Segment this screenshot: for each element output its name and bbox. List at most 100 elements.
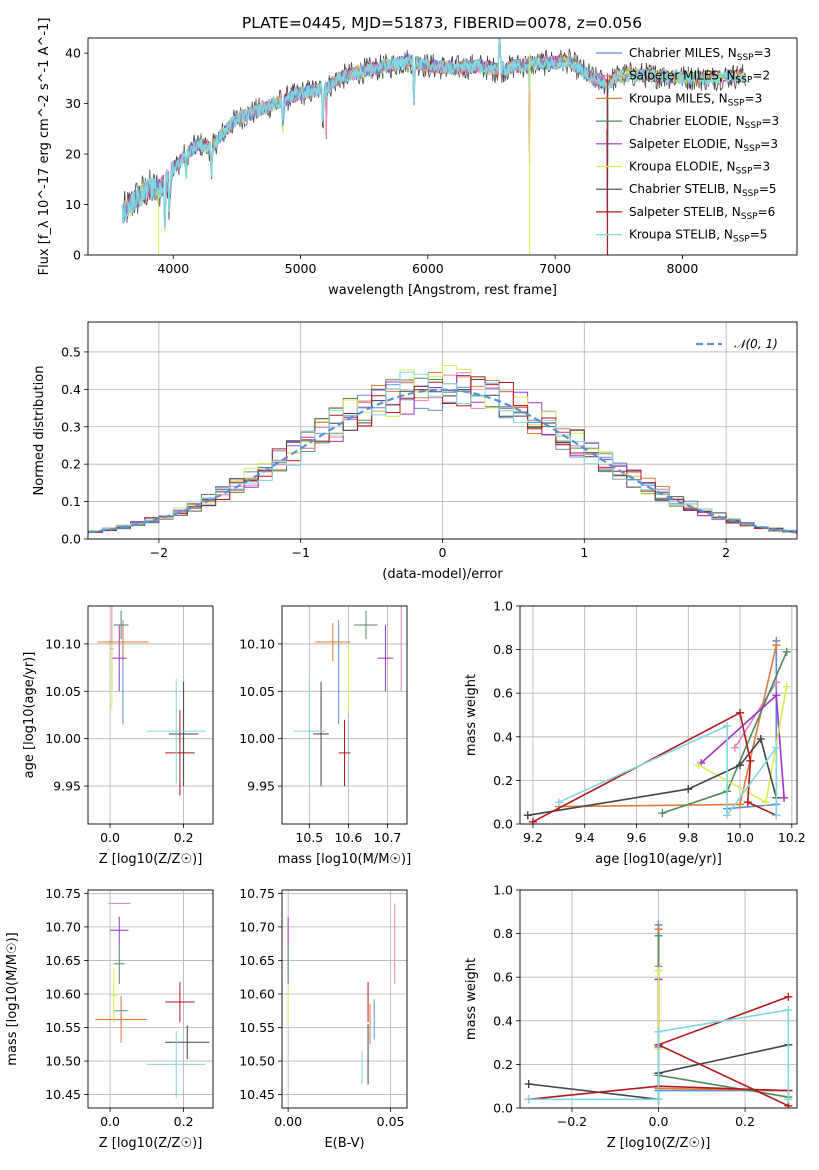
y-tick-label: 10.00: [239, 731, 275, 746]
panel-age_vs_mass: 10.5 10.6 10.7 9.95 10.00 10.05 10.10 mass [log…: [239, 605, 411, 867]
plot-area-mass_weight_vs_Z: [524, 920, 793, 1108]
y-tick-label: 10.05: [45, 684, 81, 699]
legend-subscript: SSP: [736, 167, 753, 177]
mass-weight-marker: [784, 1095, 793, 1104]
legend-entry: Salpeter STELIB, NSSP=6: [629, 205, 775, 222]
mass-weight-line: [657, 935, 789, 1098]
legend-entry: Kroupa ELODIE, NSSP=3: [629, 160, 770, 177]
legend-nssp: =3: [745, 91, 763, 105]
y-tick-label: 0.6: [493, 686, 513, 701]
mass-weight-marker: [772, 641, 781, 650]
y-tick-label: 1.0: [493, 883, 513, 898]
panel-spectrum: 4000 5000 6000 7000 8000 0 10 20 30 40 wavelength …: [37, 18, 798, 298]
legend-subscript: SSP: [741, 212, 758, 222]
x-tick-label: 5000: [285, 261, 317, 276]
x-tick-label: −1: [291, 545, 309, 560]
panel-mass_vs_Z: 0.0 0.2 10.45 10.50 10.55 10.60 10.65 10.70 10.7…: [5, 886, 214, 1151]
plot-area-mass_vs_Z: [95, 902, 210, 1098]
y-axis-label: mass weight: [464, 958, 479, 1040]
x-tick-label: 8000: [667, 261, 699, 276]
mass-weight-marker: [554, 798, 563, 807]
mass-weight-marker: [654, 966, 663, 975]
legend-model-name: Chabrier ELODIE, N: [629, 114, 745, 128]
x-tick-label: 0.0: [649, 1114, 669, 1129]
x-axis-label: age [log10(age/yr)]: [595, 852, 722, 867]
y-tick-label: 10: [65, 197, 81, 212]
mass-weight-marker: [658, 809, 667, 818]
x-tick-label: 10.7: [374, 830, 402, 845]
mass-weight-marker: [524, 1080, 533, 1089]
x-tick-label: 0.00: [274, 1114, 302, 1129]
mass-weight-marker: [784, 1005, 793, 1014]
y-tick-label: 10.70: [45, 919, 81, 934]
y-tick-label: 0.8: [493, 926, 513, 941]
x-tick-label: 9.6: [627, 830, 647, 845]
mass-weight-marker: [772, 811, 781, 820]
plot-area-mass_vs_EBV: [287, 903, 396, 1085]
plot-area-age_vs_mass: [293, 606, 402, 787]
legend-subscript: SSP: [742, 189, 759, 199]
legend-subscript: SSP: [745, 121, 762, 131]
legend-nssp: =5: [750, 228, 768, 242]
mass-weight-marker: [524, 1095, 533, 1104]
axes-frame: [87, 37, 798, 256]
legend-entry: Kroupa STELIB, NSSP=5: [629, 228, 767, 245]
legend-subscript: SSP: [733, 235, 750, 245]
x-axis-label: mass [log10(M/M☉)]: [278, 852, 411, 867]
y-tick-label: 9.95: [247, 779, 275, 794]
y-tick-label: 0.3: [61, 419, 81, 434]
y-tick-label: 10.05: [239, 684, 275, 699]
x-tick-label: 1: [580, 545, 588, 560]
mass-weight-marker: [654, 1095, 663, 1104]
mass-weight-line: [657, 924, 789, 1092]
plot-area-age_vs_Z: [97, 606, 206, 796]
x-tick-label: 7000: [539, 261, 571, 276]
legend-model-name: Chabrier MILES, N: [629, 46, 737, 60]
x-tick-label: 4000: [157, 261, 189, 276]
panel-age_vs_Z: 0.0 0.2 9.95 10.00 10.05 10.10 Z [log10(Z/Z☉)]…: [22, 605, 214, 867]
legend-subscript: SSP: [743, 144, 760, 154]
y-tick-label: 10.65: [45, 953, 81, 968]
y-tick-label: 0.4: [493, 1013, 513, 1028]
plot-area-spectrum: [121, 38, 747, 255]
mass-weight-line: [558, 645, 778, 808]
legend-nssp: =3: [754, 46, 772, 60]
x-tick-label: 6000: [412, 261, 444, 276]
mass-weight-marker: [782, 647, 791, 656]
legend-model-name: Chabrier STELIB, N: [629, 182, 742, 196]
y-tick-label: 0.6: [493, 970, 513, 985]
mass-weight-marker: [723, 721, 732, 730]
x-axis-label: wavelength [Angstrom, rest frame]: [328, 283, 557, 298]
x-tick-label: 2: [722, 545, 730, 560]
y-axis-label: mass [log10(M/M☉)]: [5, 932, 20, 1065]
spectrum-series-line: [121, 38, 747, 228]
y-axis-label: Normed distribution: [32, 366, 47, 496]
mass-weight-marker: [772, 743, 781, 752]
mass-weight-marker: [782, 682, 791, 691]
x-tick-label: 9.4: [575, 830, 595, 845]
panel-mass_weight_vs_age: 9.2 9.4 9.6 9.8 10.0 10.2 0.0 0.2 0.4 0.6 0.8 1.0 ag…: [464, 599, 806, 868]
plot-area-mass_weight_vs_age: [523, 636, 791, 824]
y-tick-label: 10.55: [45, 1020, 81, 1035]
mass-weight-marker: [743, 798, 752, 807]
x-tick-label: 0: [439, 545, 447, 560]
mass-weight-marker: [761, 798, 770, 807]
x-axis-label: Z [log10(Z/Z☉)]: [607, 1136, 711, 1151]
legend-model-name: Salpeter STELIB, N: [629, 205, 741, 219]
legend-subscript: SSP: [737, 53, 754, 63]
y-tick-label: 0.0: [493, 817, 513, 832]
y-tick-label: 0.0: [61, 532, 81, 547]
y-axis-label: age [log10(age/yr)]: [22, 652, 37, 779]
y-tick-label: 1.0: [493, 599, 513, 614]
mass-weight-marker: [736, 708, 745, 717]
mass-weight-marker: [780, 793, 789, 802]
x-axis-label: E(B-V): [324, 1136, 364, 1151]
x-tick-label: 0.0: [100, 830, 120, 845]
legend-nssp: =3: [752, 160, 770, 174]
mass-weight-marker: [730, 743, 739, 752]
x-tick-label: 10.6: [334, 830, 362, 845]
y-axis-label: Flux [f_λ 10^-17 erg cm^-2 s^-1 A^-1]: [37, 18, 52, 276]
x-tick-label: 0.2: [735, 1114, 755, 1129]
mass-weight-marker: [523, 811, 532, 820]
y-tick-label: 10.10: [45, 636, 81, 651]
